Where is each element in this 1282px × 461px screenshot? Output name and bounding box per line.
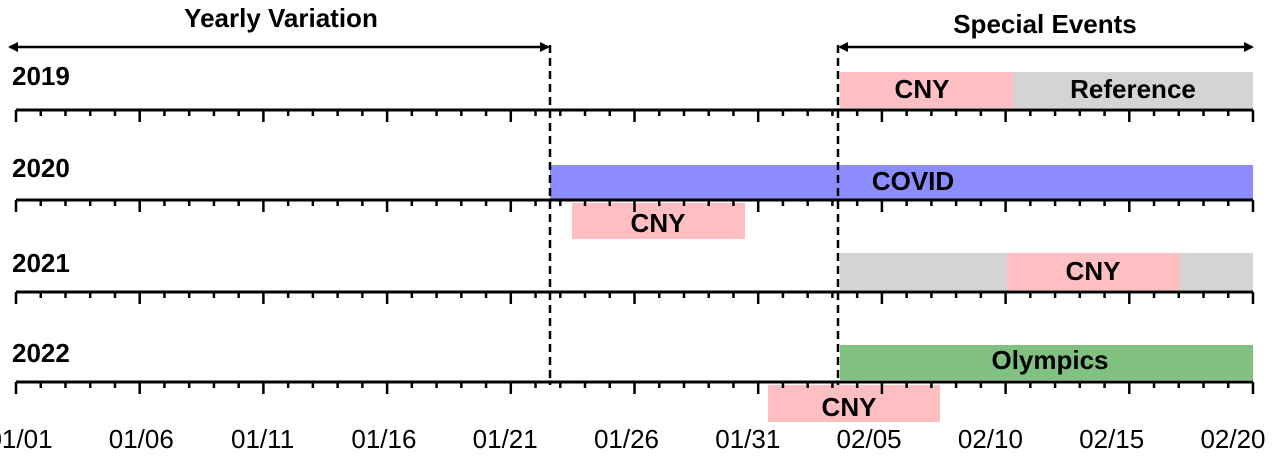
bar-label: COVID — [872, 166, 954, 196]
bar-label: Reference — [1070, 74, 1196, 104]
reference-bar — [1013, 72, 1253, 108]
axis-label: 02/10 — [958, 424, 1023, 454]
bar-label: CNY — [1066, 256, 1121, 286]
year-label: 2019 — [12, 61, 70, 91]
bar-label: CNY — [895, 74, 950, 104]
axis-label: 01/26 — [594, 424, 659, 454]
axis-label: 01/21 — [473, 424, 538, 454]
cny-bar — [572, 203, 745, 239]
year-label: 2020 — [12, 153, 70, 183]
axis-label: 01/06 — [109, 424, 174, 454]
year-label: 2021 — [12, 248, 70, 278]
bar-label: CNY — [631, 208, 686, 238]
covid-bar — [550, 165, 1253, 199]
year-label: 2022 — [12, 338, 70, 368]
axis-label: 01/11 — [231, 424, 294, 454]
header: Special Events — [953, 9, 1137, 39]
cny-bar — [768, 385, 940, 422]
axis-label: 02/20 — [1200, 424, 1265, 454]
axis-label: 02/15 — [1079, 424, 1144, 454]
axis-label: 01/16 — [351, 424, 416, 454]
axes — [14, 108, 1255, 394]
cny-bar — [1007, 253, 1180, 290]
cny-bar — [840, 72, 1013, 108]
axis-label: 02/05 — [837, 424, 902, 454]
bar-label: CNY — [822, 392, 877, 422]
axis-label: 01/01 — [0, 424, 53, 454]
axis-labels: 01/01 01/06 01/11 01/16 01/21 01/26 01/31 02/05… — [0, 424, 1266, 454]
header: Yearly Variation — [184, 3, 378, 33]
bars: CNY Reference COVID CNY CNY Olympics CNY — [550, 72, 1253, 422]
olympics-bar — [840, 345, 1253, 380]
axis-label: 01/31 — [715, 424, 780, 454]
bar-label: Olympics — [991, 345, 1108, 375]
